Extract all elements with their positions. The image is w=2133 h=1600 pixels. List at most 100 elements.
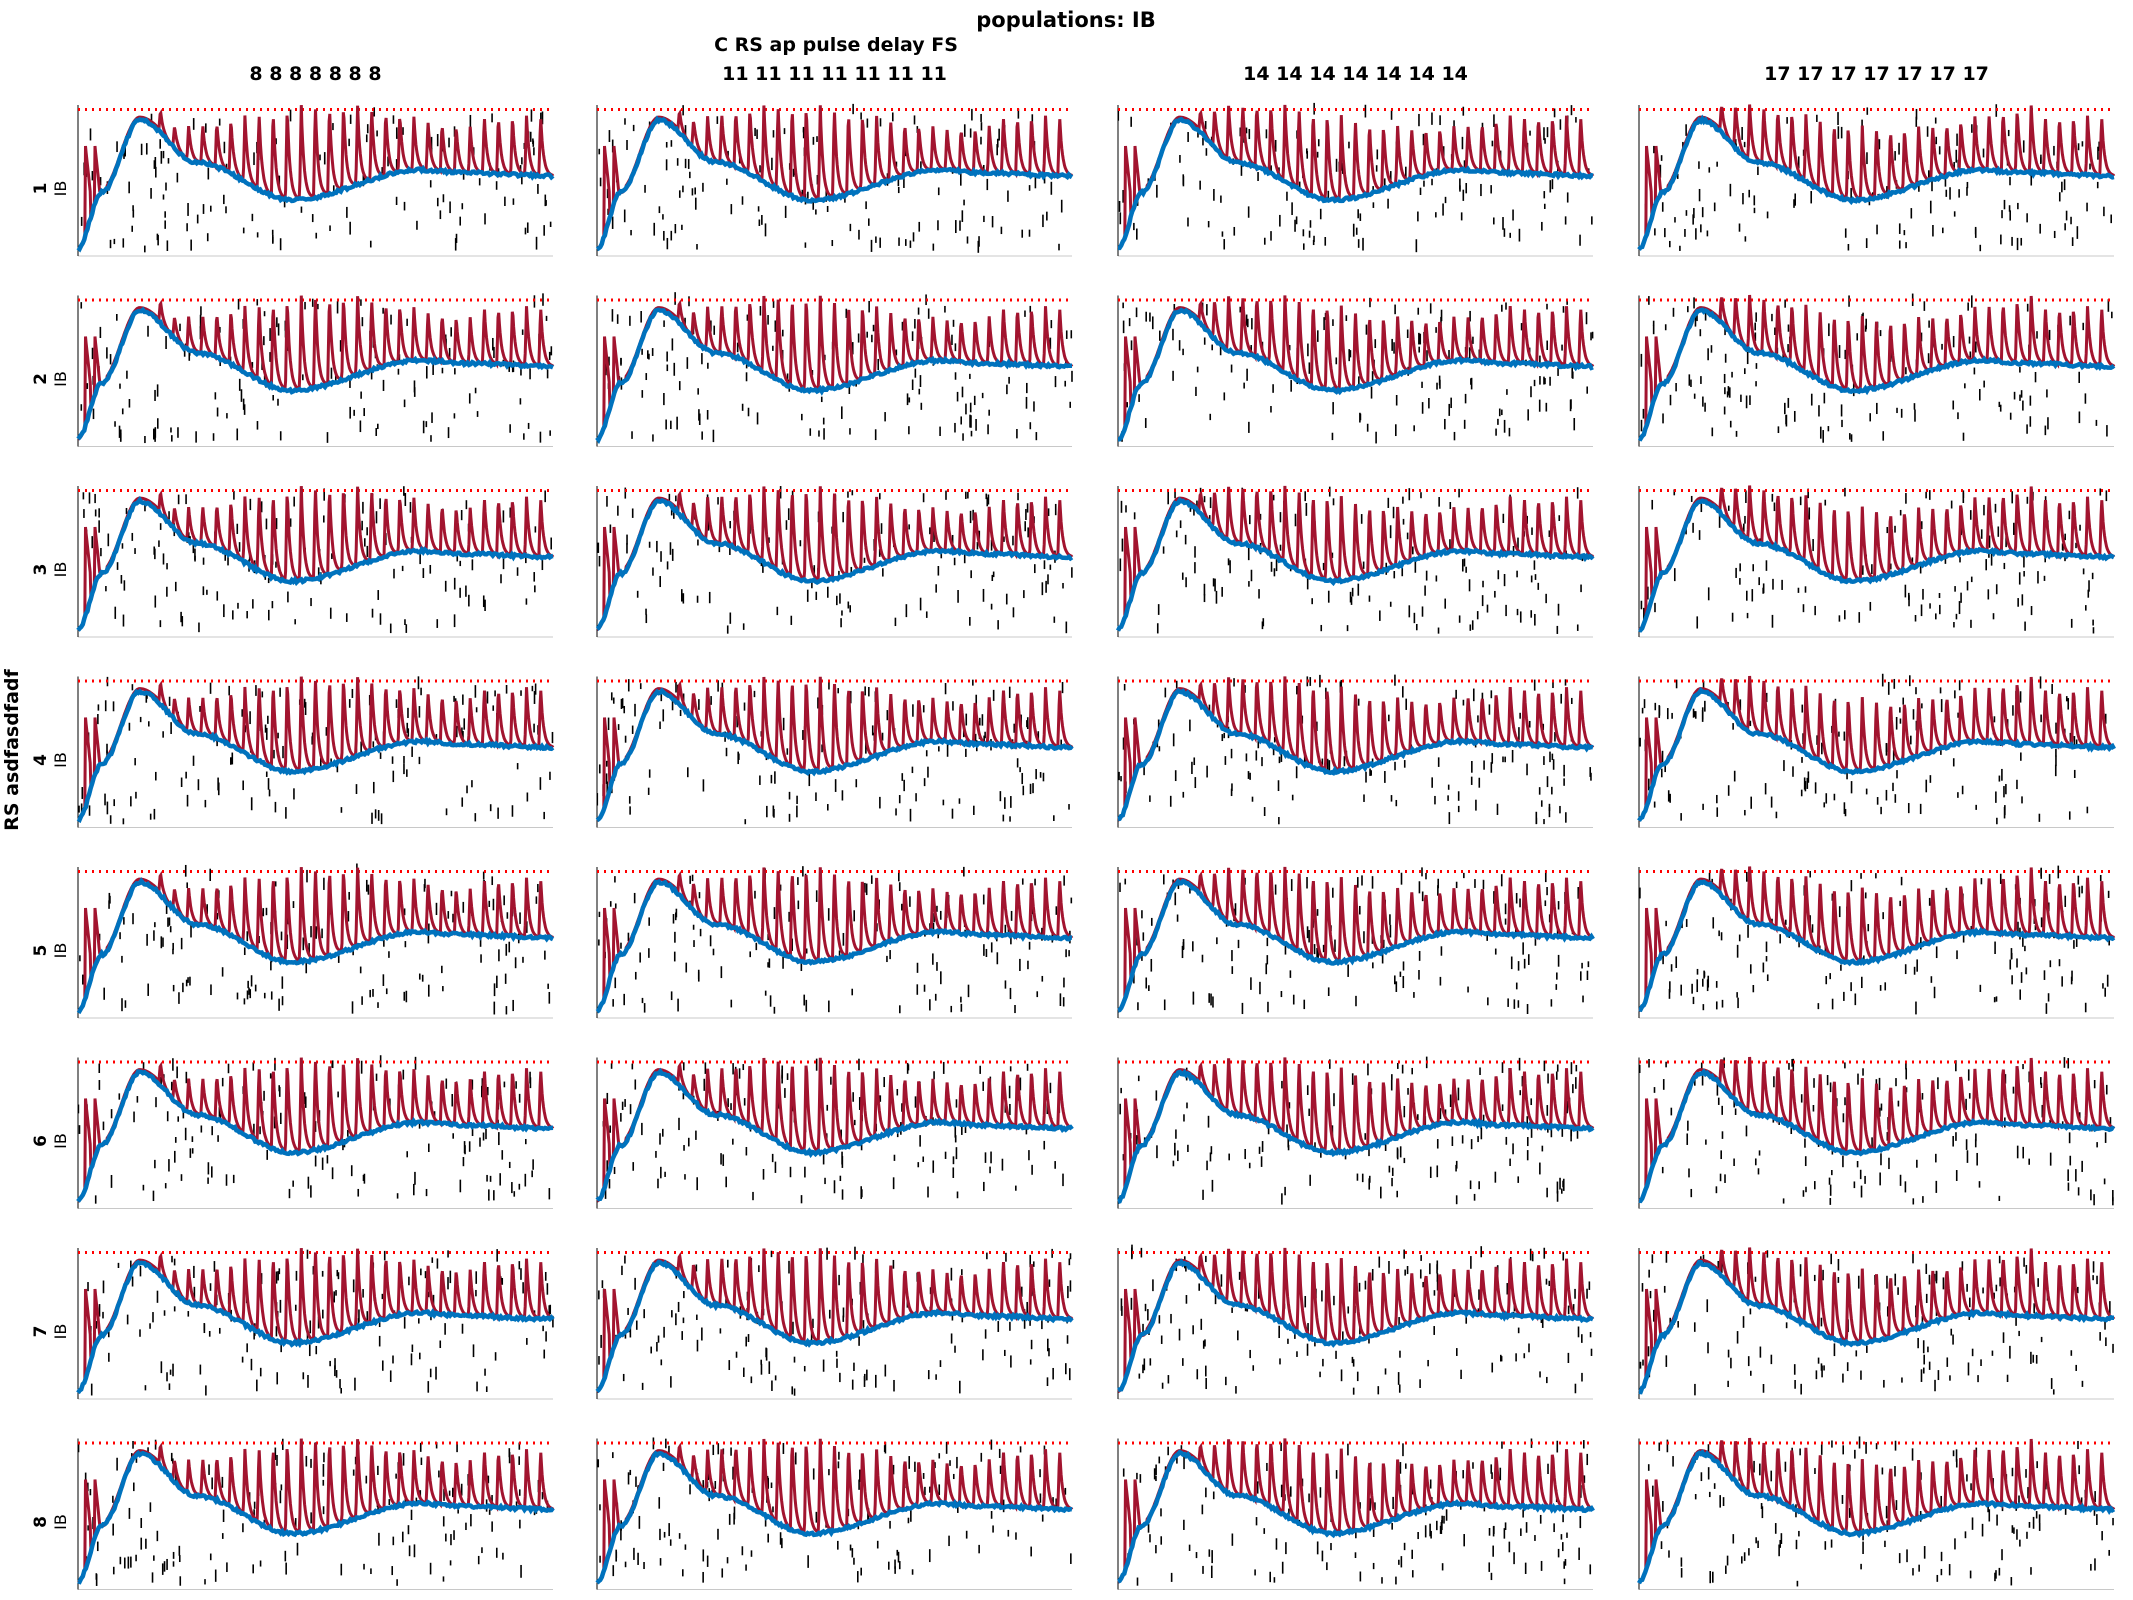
subplot-panel [76,1055,555,1209]
subplot-panel [1637,673,2116,828]
subplot-panel [1116,485,1595,638]
trace-blue [1118,307,1594,442]
subplot-panel [76,1248,555,1400]
subplot-panel [595,1246,1074,1400]
trace-red [596,1438,1074,1584]
subplot-panel [1638,865,2116,1019]
row-label: 2 [31,373,51,385]
column-title: 8 8 8 8 8 8 8 [249,63,381,85]
trace-blue [1117,116,1594,251]
column-title: 17 17 17 17 17 17 17 [1764,63,1989,85]
column-title: 14 14 14 14 14 14 14 [1243,63,1468,85]
spike-raster [1639,1250,2114,1396]
row-population-label: IB [51,752,70,768]
row-population-label: IB [51,1324,70,1340]
trace-blue [1117,1068,1595,1204]
subplot-panel [595,103,1074,257]
trace-red [1638,294,2116,441]
varied-parameter-label: C RS ap pulse delay FS [714,34,958,56]
trace-blue [1117,687,1594,822]
subplot-panel [1638,1056,2116,1209]
trace-blue [595,1450,1073,1585]
subplot-panel [1117,674,1595,828]
trace-blue [1117,1258,1594,1393]
trace-red [1638,675,2116,822]
row-label: 8 [31,1516,51,1528]
row-population-label: IB [51,562,70,578]
subplot-panel [595,486,1074,638]
trace-blue [77,1449,555,1585]
trace-red [77,105,555,250]
subplot-panel [595,1057,1074,1209]
subplot-panel [1117,1438,1595,1590]
trace-blue [595,687,1074,823]
spike-raster [1119,486,1584,634]
trace-red [596,867,1074,1012]
trace-blue [76,306,554,441]
subplot-panel [76,486,555,638]
trace-blue [595,1259,1074,1394]
trace-blue [76,495,554,632]
subplot-panel [595,1437,1074,1590]
trace-red [77,295,555,441]
subplot-panel [76,863,555,1019]
subplot-panel [1637,104,2116,257]
trace-blue [76,877,555,1015]
trace-blue [1117,1449,1595,1584]
trace-red [1117,676,1595,822]
row-population-label: IB [51,371,70,387]
subplot-panel [1117,866,1595,1019]
figure-suptitle: populations: IB [976,8,1155,32]
trace-red [596,676,1074,822]
trace-red [77,676,555,822]
trace-blue [1116,496,1595,632]
trace-blue [1637,307,2116,442]
subplot-panel [595,866,1074,1019]
row-label: 6 [31,1135,51,1147]
trace-blue [1117,877,1595,1013]
trace-red [1638,1247,2116,1393]
trace-blue [1637,114,2115,251]
subplot-panel [1638,1247,2116,1400]
trace-blue [1638,498,2116,633]
trace-blue [595,115,1074,252]
trace-blue [595,878,1073,1014]
row-label: 3 [31,564,51,576]
trace-red [1638,104,2116,250]
subplot-panel [1637,293,2116,447]
trace-blue [76,117,555,253]
trace-blue [76,688,555,824]
row-population-label: IB [51,1514,70,1530]
subplot-panel [595,292,1074,447]
subplot-panel [595,676,1074,828]
trace-red [1117,104,1595,250]
subplot-panel [76,293,555,447]
trace-red [77,486,555,631]
trace-red [596,486,1074,631]
row-label: 7 [31,1326,51,1338]
row-population-label: IB [51,1133,70,1149]
trace-blue [595,497,1074,631]
trace-blue [595,307,1072,445]
row-label: 1 [31,183,51,195]
subplot-panel [1117,1056,1595,1209]
trace-blue [1637,686,2116,822]
trace-blue [76,1069,554,1203]
trace-red [77,1438,555,1584]
column-title: 11 11 11 11 11 11 11 [722,63,947,85]
subplot-panel [1117,1244,1595,1400]
trace-red [596,1248,1074,1393]
subplot-panel [1637,1436,2116,1590]
subplot-panel [77,1438,555,1590]
spike-raster [1121,297,1594,444]
subplot-panel [76,105,555,257]
trace-red [596,1057,1074,1203]
trace-red [77,1057,555,1203]
row-population-label: IB [51,181,70,197]
figure-ylabel: RS asdfasdfadf [1,668,23,830]
subplot-panel [1638,485,2116,638]
trace-blue [76,1259,555,1395]
spike-raster [1120,1244,1593,1395]
row-label: 5 [31,945,51,957]
